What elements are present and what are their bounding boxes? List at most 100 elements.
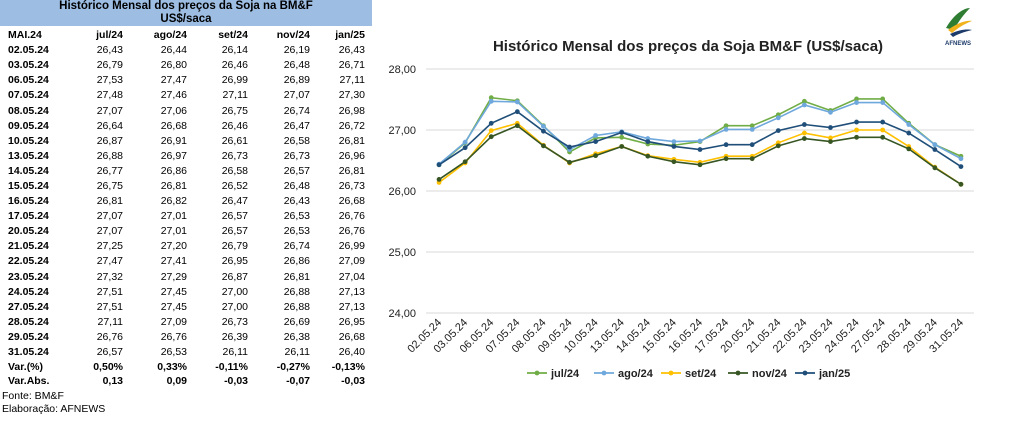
price-cell: 26,74 [283, 240, 310, 253]
price-cell: 26,46 [221, 119, 248, 132]
price-cell: 26,11 [284, 346, 311, 359]
legend-marker [601, 370, 607, 376]
date-cell: 28.05.24 [8, 315, 49, 328]
price-cell: 27,11 [97, 315, 124, 328]
price-cell: 26,39 [221, 330, 248, 343]
y-tick-label: 26,00 [388, 186, 416, 198]
data-point [880, 119, 886, 125]
price-cell: 27,11 [339, 74, 366, 87]
date-cell: 22.05.24 [8, 255, 49, 268]
price-cell: 26,53 [283, 210, 310, 223]
series-nov-24 [436, 123, 964, 187]
y-tick-label: 27,00 [388, 125, 416, 137]
table-row: 16.05.24 26,81 26,82 26,47 26,43 26,68 [0, 194, 365, 209]
price-cell: 27,20 [160, 240, 187, 253]
variation-percent-cell: -0,27% [276, 361, 310, 373]
table-title: Histórico Mensal dos preços da Soja na B… [59, 0, 313, 12]
data-point [541, 123, 546, 129]
table-row: 28.05.24 27,11 27,09 26,73 26,69 26,95 [0, 315, 365, 330]
data-point [671, 159, 677, 165]
date-cell: 13.05.24 [8, 149, 49, 162]
grid-lines [426, 68, 974, 314]
date-cell: 20.05.24 [8, 225, 49, 238]
price-cell: 26,88 [283, 300, 310, 313]
date-cell: 03.05.24 [8, 59, 49, 72]
data-point [775, 128, 781, 134]
price-cell: 26,73 [338, 179, 365, 192]
date-cell: 06.05.24 [8, 74, 49, 87]
table-header-band: Histórico Mensal dos preços da Soja na B… [0, 0, 372, 26]
afnews-logo: AFNEWS [945, 8, 972, 47]
price-cell: 26,53 [283, 225, 310, 238]
price-cell: 26,74 [283, 104, 310, 117]
price-cell: 26,43 [283, 195, 310, 208]
data-point [828, 109, 833, 115]
data-point [828, 135, 833, 141]
date-cell: 27.05.24 [8, 300, 49, 313]
x-axis-ticks: 02.05.2403.05.2406.05.2407.05.2408.05.24… [405, 317, 966, 356]
variation-absolute-row: Var.Abs. 0,13 0,09 -0,03 -0,07 -0,03 [0, 374, 365, 388]
data-point [514, 99, 520, 105]
data-point [723, 123, 729, 129]
date-cell: 21.05.24 [8, 240, 49, 253]
data-point [801, 122, 807, 127]
data-point [593, 153, 599, 159]
price-cell: 26,99 [221, 74, 248, 87]
data-point [958, 156, 964, 162]
price-cell: 26,99 [338, 240, 365, 253]
data-point [801, 130, 807, 136]
table-row: 06.05.24 27,53 27,47 26,99 26,89 27,11 [0, 73, 365, 88]
chart-title: Histórico Mensal dos preços da Soja BM&F… [493, 38, 883, 55]
data-point [775, 143, 781, 149]
data-point [645, 139, 651, 144]
contract-column-header: nov/24 [276, 29, 310, 42]
date-cell: 14.05.24 [8, 164, 49, 177]
table-row: 15.05.24 26,75 26,81 26,52 26,48 26,73 [0, 179, 365, 194]
price-cell: 26,58 [221, 164, 248, 177]
series-set-24 [436, 120, 964, 187]
table-row: 13.05.24 26,88 26,97 26,73 26,73 26,96 [0, 149, 365, 164]
data-point [854, 119, 859, 125]
price-cell: 26,75 [221, 104, 248, 117]
data-point [880, 134, 886, 140]
data-point [958, 181, 964, 187]
price-cell: 26,48 [283, 59, 310, 72]
variation-label: Var.(%) [8, 361, 44, 373]
price-cell: 26,47 [283, 119, 310, 132]
data-point [854, 96, 859, 102]
price-cell: 27,45 [160, 285, 187, 298]
price-cell: 26,57 [283, 164, 310, 177]
data-point [593, 139, 599, 144]
data-point [749, 156, 755, 162]
price-cell: 27,11 [222, 89, 249, 102]
price-cell: 26,19 [283, 44, 310, 57]
price-cell: 26,76 [96, 330, 123, 343]
series-line [438, 122, 962, 185]
data-point [488, 98, 494, 104]
data-point [801, 102, 807, 108]
price-cell: 26,97 [160, 149, 187, 162]
data-point [854, 100, 859, 105]
price-cell: 26,68 [338, 195, 365, 208]
price-cell: 27,41 [160, 255, 187, 268]
legend-item: jan/25 [795, 368, 850, 380]
price-cell: 26,14 [221, 44, 248, 57]
price-cell: 27,32 [96, 270, 123, 283]
price-cell: 26,57 [221, 210, 248, 223]
date-cell: 29.05.24 [8, 330, 49, 343]
data-point [488, 120, 494, 126]
price-cell: 26,73 [221, 315, 248, 328]
data-point [697, 147, 703, 152]
table-row: 10.05.24 26,87 26,91 26,61 26,58 26,81 [0, 134, 365, 149]
variation-percent-cell: 0,33% [157, 361, 187, 373]
date-cell: 02.05.24 [8, 44, 49, 57]
price-cell: 27,04 [338, 270, 365, 283]
data-point [880, 96, 886, 102]
date-cell: 08.05.24 [8, 104, 49, 117]
chart-panel: AFNEWS Histórico Mensal dos preços da So… [372, 0, 1024, 426]
price-cell: 27,00 [221, 300, 248, 313]
price-cell: 26,81 [283, 270, 310, 283]
table-row: 29.05.24 26,76 26,76 26,39 26,38 26,68 [0, 330, 365, 345]
table-subtitle: US$/saca [160, 13, 212, 25]
price-cell: 26,88 [283, 285, 310, 298]
